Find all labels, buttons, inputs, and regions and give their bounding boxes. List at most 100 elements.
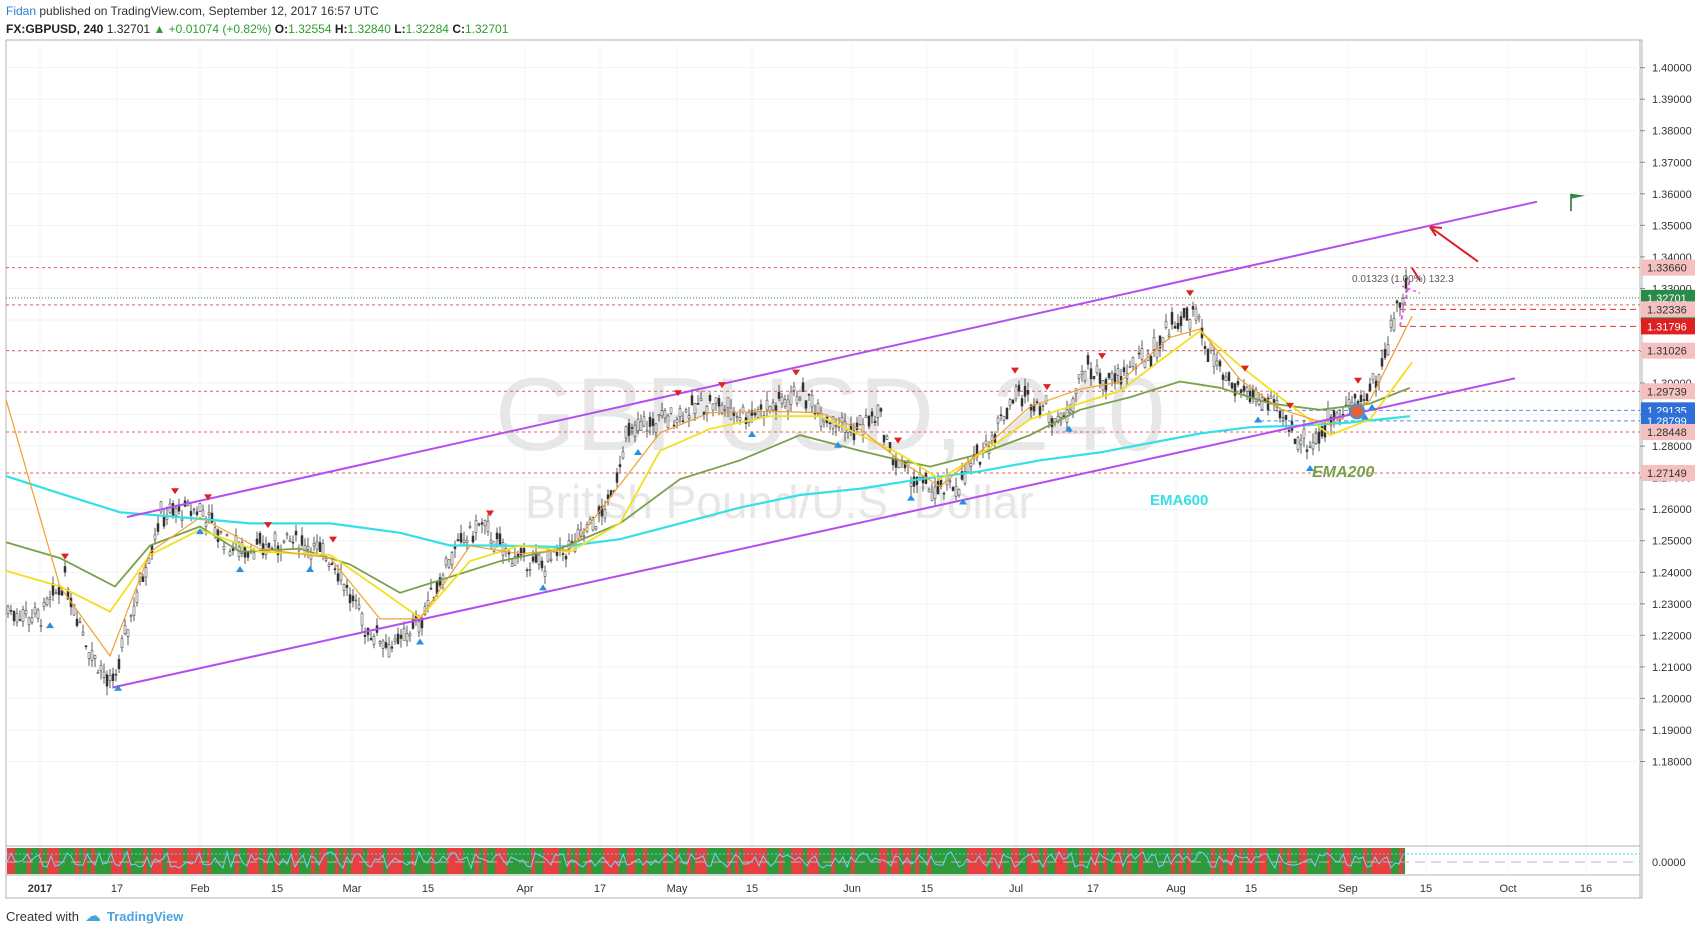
candle-body: [1284, 415, 1288, 420]
candle-body: [1311, 442, 1315, 450]
price-label: 1.31796: [1647, 321, 1687, 333]
candle-body: [1320, 426, 1324, 437]
candle-body: [291, 541, 295, 544]
candle-body: [537, 554, 541, 565]
price-tick-label: 1.38000: [1652, 126, 1692, 138]
sell-arrow-icon: [61, 553, 69, 560]
price-tick-label: 1.18000: [1652, 757, 1692, 769]
candle-body: [204, 522, 208, 527]
channel-lower-line: [112, 377, 1516, 689]
price-label-box: [1641, 301, 1695, 318]
symbol-line: FX:GBPUSD, 240 1.32701 ▲ +0.01074 (+0.82…: [6, 22, 508, 36]
candle-body: [1359, 394, 1363, 402]
candle-body: [1194, 308, 1198, 321]
candle-body: [1122, 367, 1126, 373]
candle-body: [96, 672, 100, 674]
candle-body: [789, 391, 793, 405]
buy-arrow-icon: [1254, 416, 1262, 423]
oscillator-bar: [611, 848, 615, 874]
price-tick-label: 1.35000: [1652, 220, 1692, 232]
candle-body: [1044, 395, 1048, 404]
candle-body: [540, 560, 544, 569]
oscillator-bar: [411, 848, 415, 874]
price-label: 1.33660: [1647, 263, 1687, 275]
buy-arrow-icon: [196, 528, 204, 535]
tradingview-brand[interactable]: TradingView: [106, 908, 184, 924]
candle-body: [369, 638, 373, 641]
candle-body: [1011, 399, 1015, 404]
candle-body: [135, 591, 139, 603]
candle-body: [363, 634, 367, 637]
candle-body: [1362, 399, 1366, 401]
oscillator-bar: [879, 848, 883, 874]
time-tick-label: Sep: [1338, 883, 1358, 895]
candle-body: [648, 416, 652, 427]
candle-body: [1227, 372, 1231, 381]
oscillator-bar: [975, 848, 979, 874]
candle-body: [351, 595, 355, 602]
buy-arrow-icon: [959, 498, 967, 505]
open-label: O:: [274, 22, 289, 36]
candle-body: [1002, 416, 1006, 421]
candle-body: [483, 520, 487, 527]
time-tick-label: 15: [1420, 883, 1432, 895]
chart-watermark: GBPUSD, 240 British Pound/U.S. Dollar: [495, 357, 1166, 528]
candle-body: [951, 487, 955, 491]
candle-body: [1113, 373, 1117, 384]
candle-body: [828, 422, 832, 425]
candle-body: [381, 640, 385, 649]
oscillator-bar: [75, 848, 79, 874]
sell-arrow-icon: [1043, 384, 1051, 391]
author-link[interactable]: Fidan: [6, 4, 37, 18]
price-tick-label: 1.39000: [1652, 94, 1692, 106]
candle-body: [255, 538, 259, 545]
oscillator-bar: [799, 848, 803, 874]
oscillator-bar: [631, 848, 635, 874]
candle-body: [1185, 307, 1189, 321]
last-price: 1.32701: [106, 22, 151, 36]
oscillator-bar: [807, 848, 811, 874]
oscillator-bar: [751, 848, 755, 874]
candle-body: [606, 494, 610, 500]
time-tick-label: Mar: [343, 883, 362, 895]
candle-body: [927, 489, 931, 493]
oscillator-bar: [495, 848, 499, 874]
candle-body: [1383, 349, 1387, 358]
candle-body: [333, 568, 337, 571]
candle-body: [975, 444, 979, 458]
symbol-label: FX:GBPUSD, 240: [6, 22, 104, 36]
candle-body: [36, 609, 40, 619]
candle-body: [861, 423, 865, 436]
candle-body: [633, 424, 637, 437]
candle-body: [1287, 429, 1291, 432]
oscillator-bar: [763, 848, 767, 874]
candle-body: [495, 532, 499, 540]
oscillator-bar: [1043, 848, 1047, 874]
candle-body: [147, 558, 151, 564]
oscillator-bar: [1399, 848, 1403, 874]
oscillator-bar: [475, 848, 479, 874]
candle-body: [348, 594, 352, 604]
candle-body: [1221, 374, 1225, 381]
candle-body: [738, 417, 742, 422]
oscillator-bar: [447, 848, 451, 874]
candle-body: [1233, 383, 1237, 396]
oscillator-bar: [567, 848, 571, 874]
oscillator-bar: [547, 848, 551, 874]
oscillator-bar: [191, 848, 195, 874]
candle-body: [756, 409, 760, 418]
candle-body: [447, 559, 451, 568]
candle-body: [921, 477, 925, 484]
candle-body: [1260, 397, 1264, 410]
price-labels: 1.336601.3270103:031.323361.317961.31026…: [1641, 259, 1695, 481]
oscillator-bar: [499, 848, 503, 874]
oscillator-bar: [207, 848, 211, 874]
sell-arrow-icon: [1241, 365, 1249, 372]
candle-body: [666, 415, 670, 428]
oscillator-bar: [1187, 848, 1191, 874]
candle-body: [108, 675, 112, 682]
oscillator-bar: [367, 848, 371, 874]
oscillator-bar: [915, 848, 919, 874]
candle-body: [1332, 410, 1336, 420]
